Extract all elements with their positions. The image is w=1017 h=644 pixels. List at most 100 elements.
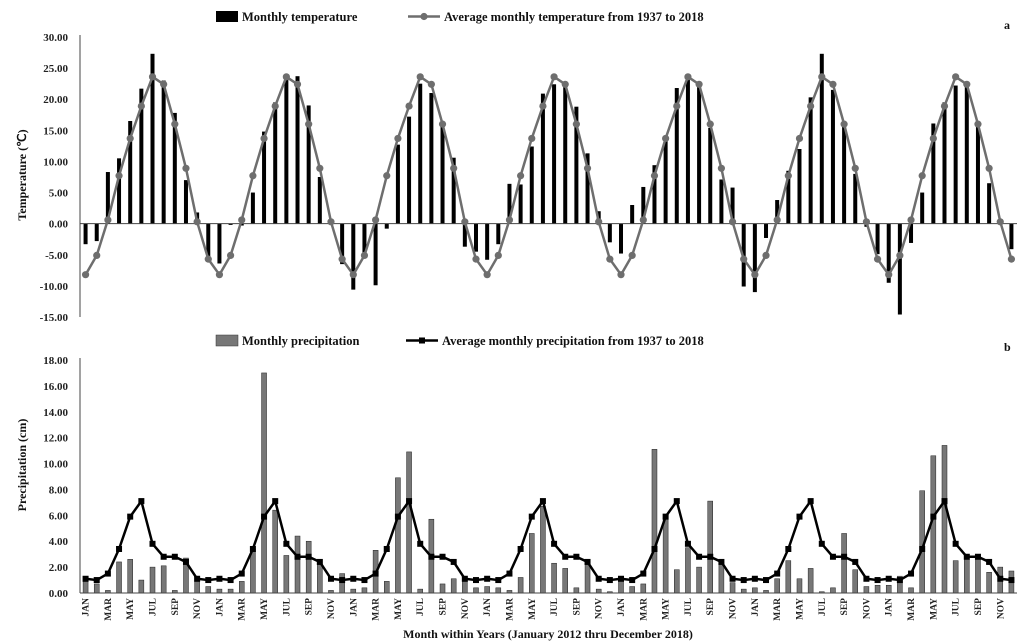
y-tick-label: 5.00 (49, 188, 69, 200)
marker-monthly-temperature (293, 80, 302, 88)
x-tick-label: MAY (260, 598, 270, 620)
marker-monthly-temperature (885, 271, 893, 279)
marker-monthly-precipitation (249, 545, 256, 552)
marker-monthly-temperature (126, 134, 134, 143)
marker-monthly-temperature (952, 73, 960, 81)
bar-monthly-precipitation (740, 588, 747, 594)
marker-monthly-temperature (695, 80, 703, 88)
y-tick-label: 10.00 (43, 459, 68, 471)
marker-monthly-temperature (249, 172, 257, 180)
marker-monthly-temperature (706, 120, 714, 128)
marker-monthly-precipitation (1008, 577, 1015, 584)
bar-monthly-temperature (663, 136, 668, 224)
marker-monthly-precipitation (707, 553, 714, 560)
bar-monthly-precipitation (573, 587, 580, 594)
x-tick-label: MAY (394, 598, 404, 620)
bar-monthly-temperature (462, 223, 467, 247)
marker-monthly-temperature (238, 216, 246, 224)
bar-monthly-precipitation (484, 586, 490, 594)
bar-monthly-temperature (931, 123, 936, 224)
temperature-chart: Temperature (℃) 30.00 25.00 20.00 15.00 10.0… (15, 32, 1017, 324)
x-tick-label: MAY (662, 598, 672, 620)
bar-monthly-temperature (250, 192, 255, 224)
y-tick-label: 12.00 (43, 433, 68, 445)
legend-swatch-monthly-temperature (216, 11, 238, 22)
marker-monthly-precipitation (216, 575, 223, 582)
marker-monthly-temperature (360, 251, 369, 259)
marker-monthly-temperature (93, 251, 101, 259)
bar-monthly-temperature (239, 223, 244, 226)
bar-monthly-temperature (1009, 223, 1014, 250)
bar-monthly-temperature (652, 165, 657, 224)
bar-monthly-precipitation (707, 500, 713, 594)
marker-monthly-temperature (137, 102, 145, 110)
x-tick-label: JAN (885, 598, 895, 617)
bar-monthly-precipitation (952, 560, 959, 594)
marker-monthly-temperature (483, 271, 491, 279)
x-tick-label: SEP (572, 598, 582, 616)
marker-monthly-precipitation (729, 575, 736, 582)
bar-monthly-precipitation (272, 509, 278, 594)
x-tick-label: JAN (82, 598, 92, 617)
marker-monthly-precipitation (785, 545, 792, 552)
marker-monthly-temperature (349, 271, 357, 279)
bar-monthly-precipitation (305, 540, 312, 594)
x-tick-label: JUL (684, 598, 694, 616)
bar-monthly-temperature (630, 205, 635, 224)
marker-monthly-temperature (561, 80, 569, 88)
y-tick-label: 20.00 (43, 94, 68, 106)
y-tick-label: 18.00 (43, 355, 68, 367)
marker-monthly-precipitation (227, 577, 234, 584)
marker-monthly-temperature (383, 172, 391, 180)
marker-monthly-precipitation (852, 558, 859, 565)
bar-monthly-precipitation (908, 587, 914, 594)
marker-monthly-precipitation (963, 553, 970, 560)
x-tick-label: MAR (639, 598, 649, 621)
marker-monthly-precipitation (974, 553, 981, 560)
y-tick-label: 0.00 (49, 588, 69, 600)
bar-monthly-temperature (306, 105, 311, 224)
marker-monthly-precipitation (428, 553, 435, 560)
marker-monthly-temperature (528, 134, 536, 143)
bar-monthly-precipitation (205, 586, 212, 594)
marker-monthly-temperature (394, 134, 402, 143)
x-tick-label: JAN (349, 598, 359, 617)
marker-monthly-precipitation (618, 575, 625, 582)
marker-monthly-temperature (907, 216, 915, 224)
bar-monthly-precipitation (194, 581, 200, 594)
bar-monthly-temperature (641, 186, 646, 224)
marker-monthly-temperature (494, 251, 502, 259)
bar-monthly-precipitation (216, 588, 223, 594)
x-tick-label: SEP (974, 598, 984, 616)
marker-monthly-precipitation (316, 558, 323, 565)
bar-monthly-precipitation (406, 451, 412, 594)
bar-monthly-temperature (407, 116, 412, 224)
marker-monthly-temperature (940, 102, 949, 110)
y-tick-label: 25.00 (43, 63, 68, 75)
bar-monthly-precipitation (595, 588, 602, 594)
marker-monthly-temperature (974, 120, 982, 128)
marker-monthly-temperature (662, 134, 670, 143)
marker-monthly-precipitation (629, 577, 636, 584)
marker-monthly-precipitation (517, 545, 524, 552)
bar-monthly-precipitation (551, 562, 557, 594)
marker-monthly-precipitation (763, 577, 770, 584)
bar-monthly-temperature (797, 149, 802, 224)
marker-monthly-precipitation (606, 577, 613, 584)
marker-monthly-precipitation (294, 553, 301, 560)
marker-monthly-precipitation (82, 575, 89, 582)
marker-monthly-temperature (751, 271, 759, 279)
bar-monthly-precipitation (629, 586, 635, 594)
marker-monthly-temperature (929, 134, 937, 143)
marker-monthly-temperature (461, 218, 469, 226)
marker-monthly-temperature (918, 172, 926, 180)
bar-monthly-temperature (340, 223, 345, 265)
x-tick-label: MAR (238, 598, 248, 621)
bar-monthly-temperature (206, 223, 211, 261)
marker-monthly-precipitation (461, 575, 468, 582)
bar-monthly-precipitation (160, 565, 167, 594)
bar-monthly-temperature (875, 223, 880, 255)
marker-monthly-temperature (862, 218, 871, 226)
marker-monthly-temperature (673, 102, 681, 110)
